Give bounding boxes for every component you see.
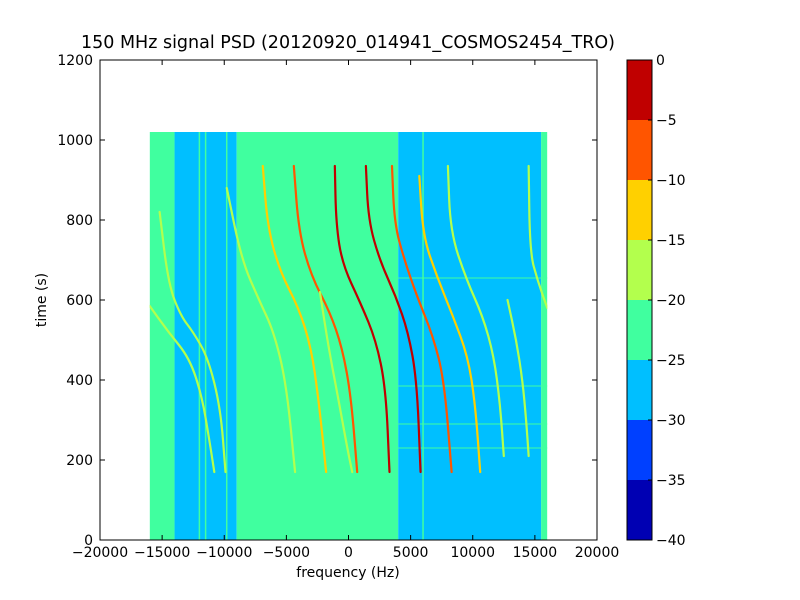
x-tick-label: 10000 — [450, 545, 495, 561]
doppler-trace — [261, 164, 328, 474]
x-axis-label: frequency (Hz) — [296, 565, 399, 581]
x-tick-label: 0 — [344, 545, 353, 561]
y-tick-label: 200 — [66, 453, 93, 469]
doppler-trace — [527, 164, 548, 310]
doppler-trace — [149, 304, 216, 474]
y-axis-label: time (s) — [34, 273, 50, 327]
colorbar-tick-label: −35 — [656, 473, 686, 489]
doppler-trace — [364, 164, 422, 474]
background-region — [398, 132, 542, 540]
x-axis-ticks: −20000 −15000 −10000 −5000 0 5000 10000 15000 20… — [72, 60, 619, 561]
colorbar-band — [627, 420, 652, 480]
background-region — [541, 132, 548, 540]
doppler-trace — [390, 164, 453, 474]
y-axis-ticks: 0 200 400 600 800 1000 1200 — [57, 53, 597, 549]
background-region — [236, 132, 399, 540]
colorbar-tick-label: −20 — [656, 293, 686, 309]
colorbar-band — [627, 180, 652, 240]
doppler-trace — [446, 164, 505, 458]
plot-frame — [99, 59, 598, 541]
x-tick-label: 5000 — [393, 545, 429, 561]
colorbar-tick-label: 0 — [656, 53, 665, 69]
doppler-trace — [506, 298, 530, 458]
y-tick-label: 600 — [66, 293, 93, 309]
heatmap-image — [149, 132, 548, 540]
doppler-trace — [418, 174, 482, 474]
colorbar-tick-label: −40 — [656, 533, 686, 549]
colorbar-tick-label: −15 — [656, 233, 686, 249]
colorbar-band — [627, 60, 652, 120]
spectrogram-plot: −20000 −15000 −10000 −5000 0 5000 10000 15000 20… — [57, 53, 619, 561]
colorbar-band — [627, 300, 652, 360]
colorbar-band — [627, 480, 652, 540]
colorbar-band — [627, 120, 652, 180]
colorbar: 0 −5 −10 −15 −20 −25 −30 −35 −40 — [626, 53, 686, 549]
y-tick-label: 400 — [66, 373, 93, 389]
colorbar-band — [627, 360, 652, 420]
x-tick-label: −15000 — [134, 545, 190, 561]
doppler-trace — [225, 186, 297, 474]
y-tick-label: 800 — [66, 213, 93, 229]
doppler-trace — [318, 290, 354, 474]
x-tick-label: −20000 — [72, 545, 128, 561]
x-tick-label: 15000 — [513, 545, 558, 561]
y-tick-label: 0 — [84, 533, 93, 549]
colorbar-tick-label: −30 — [656, 413, 686, 429]
y-tick-label: 1000 — [57, 133, 93, 149]
y-tick-label: 1200 — [57, 53, 93, 69]
doppler-trace — [158, 210, 227, 474]
colorbar-tick-label: −5 — [656, 113, 677, 129]
chart-title: 150 MHz signal PSD (20120920_014941_COSM… — [81, 33, 615, 53]
x-tick-label: −10000 — [196, 545, 252, 561]
colorbar-tick-label: −10 — [656, 173, 686, 189]
colorbar-band — [627, 240, 652, 300]
doppler-trace — [333, 164, 391, 474]
colorbar-tick-label: −25 — [656, 353, 686, 369]
x-tick-label: −5000 — [263, 545, 310, 561]
x-tick-label: 20000 — [575, 545, 620, 561]
